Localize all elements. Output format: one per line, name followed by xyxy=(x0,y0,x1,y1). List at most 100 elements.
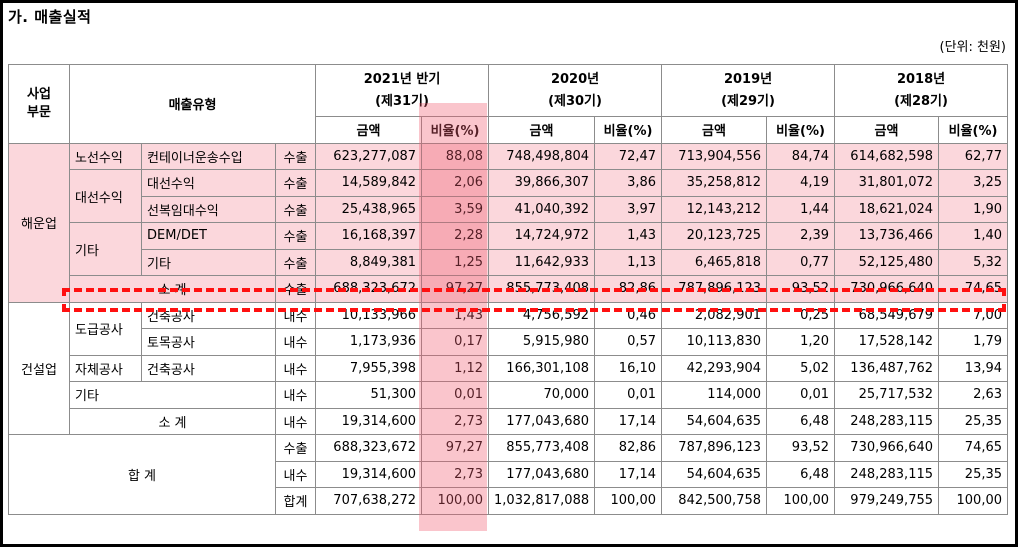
value-cell: 688,323,672 xyxy=(315,275,423,303)
header-period-2020: 2020년 (제30기) xyxy=(488,64,663,117)
value-cell: 707,638,272 xyxy=(315,487,423,515)
value-cell: 100,00 xyxy=(421,487,490,515)
kind-cell: 내수 xyxy=(274,381,317,409)
value-cell: 82,86 xyxy=(594,275,663,303)
header-period-2019: 2019년 (제29기) xyxy=(661,64,836,117)
header-amount: 금액 xyxy=(315,116,423,144)
subtotal-row-construction: 소 계 내수 19,314,600 2,73 177,043,680 17,14… xyxy=(9,407,1009,435)
value-cell: 93,52 xyxy=(766,275,836,303)
value-cell: 13,736,466 xyxy=(834,222,940,250)
value-cell: 855,773,408 xyxy=(488,275,596,303)
value-cell: 54,604,635 xyxy=(661,407,768,435)
value-cell: 25,438,965 xyxy=(315,195,423,223)
kind-cell: 수출 xyxy=(274,142,317,170)
value-cell: 16,10 xyxy=(594,354,663,382)
value-cell: 248,283,115 xyxy=(834,407,940,435)
value-cell: 3,25 xyxy=(938,169,1009,197)
value-cell: 1,43 xyxy=(594,222,663,250)
subcategory-cell: 건축공사 xyxy=(141,354,276,382)
value-cell: 3,97 xyxy=(594,195,663,223)
value-cell: 97,27 xyxy=(421,434,490,462)
value-cell: 0,46 xyxy=(594,301,663,329)
value-cell: 13,94 xyxy=(938,354,1009,382)
table-row: 해운업 노선수익 컨테이너운송수입 수출 623,277,087 88,08 7… xyxy=(8,142,1009,303)
value-cell: 177,043,680 xyxy=(488,407,596,435)
table-row: 토목공사 내수 1,173,936 0,17 5,915,980 0,57 10… xyxy=(9,328,1009,356)
value-cell: 7,955,398 xyxy=(315,354,423,382)
value-cell: 100,00 xyxy=(766,487,836,515)
value-cell: 70,000 xyxy=(488,381,596,409)
value-cell: 42,293,904 xyxy=(661,354,768,382)
value-cell: 6,48 xyxy=(766,407,836,435)
value-cell: 1,13 xyxy=(594,248,663,276)
value-cell: 136,487,762 xyxy=(834,354,940,382)
value-cell: 88,08 xyxy=(421,142,490,170)
value-cell: 68,549,679 xyxy=(834,301,940,329)
subcategory-cell: 선복임대수익 xyxy=(141,195,276,223)
value-cell: 623,277,087 xyxy=(315,142,423,170)
category-cell: 노선수익 xyxy=(69,142,142,170)
value-cell: 166,301,108 xyxy=(488,354,596,382)
header-amount: 금액 xyxy=(488,116,596,144)
sales-table: 사업 부문 매출유형 2021년 반기 (제31기) 2020년 (제30기) 20… xyxy=(8,64,1009,515)
value-cell: 787,896,123 xyxy=(661,275,768,303)
table-row: 대선수익 대선수익 수출 14,589,842 2,06 39,866,307 … xyxy=(9,169,1009,223)
value-cell: 5,02 xyxy=(766,354,836,382)
value-cell: 2,73 xyxy=(421,460,490,488)
value-cell: 20,123,725 xyxy=(661,222,768,250)
subtotal-label: 소 계 xyxy=(69,407,276,435)
value-cell: 0,25 xyxy=(766,301,836,329)
table-row: 선복임대수익 수출 25,438,965 3,59 41,040,392 3,9… xyxy=(9,195,1009,223)
value-cell: 74,65 xyxy=(938,434,1009,462)
group-shipping: 해운업 xyxy=(8,142,70,303)
value-cell: 97,27 xyxy=(421,275,490,303)
grand-total-row: 합계 707,638,272 100,00 1,032,817,088 100,… xyxy=(9,487,1009,515)
header-period-2018: 2018년 (제28기) xyxy=(834,64,1009,117)
category-cell: 대선수익 xyxy=(69,169,142,223)
value-cell: 19,314,600 xyxy=(315,460,423,488)
header-ratio: 비율(%) xyxy=(766,116,836,144)
value-cell: 72,47 xyxy=(594,142,663,170)
kind-cell: 내수 xyxy=(274,460,317,488)
value-cell: 82,86 xyxy=(594,434,663,462)
value-cell: 84,74 xyxy=(766,142,836,170)
table-row: 기타 DEM/DET 수출 16,168,397 2,28 14,724,972… xyxy=(9,222,1009,276)
value-cell: 1,43 xyxy=(421,301,490,329)
kind-cell: 내수 xyxy=(274,328,317,356)
kind-cell: 수출 xyxy=(274,434,317,462)
kind-cell: 내수 xyxy=(274,407,317,435)
header-period-2021: 2021년 반기 (제31기) xyxy=(315,64,490,117)
value-cell: 93,52 xyxy=(766,434,836,462)
subcategory-cell: 건축공사 xyxy=(141,301,276,329)
value-cell: 54,604,635 xyxy=(661,460,768,488)
value-cell: 114,000 xyxy=(661,381,768,409)
value-cell: 11,642,933 xyxy=(488,248,596,276)
value-cell: 3,59 xyxy=(421,195,490,223)
value-cell: 10,133,966 xyxy=(315,301,423,329)
value-cell: 14,589,842 xyxy=(315,169,423,197)
subcategory-cell: 토목공사 xyxy=(141,328,276,356)
value-cell: 100,00 xyxy=(938,487,1009,515)
value-cell: 14,724,972 xyxy=(488,222,596,250)
value-cell: 1,20 xyxy=(766,328,836,356)
value-cell: 748,498,804 xyxy=(488,142,596,170)
subtotal-row-shipping: 소 계 수출 688,323,672 97,27 855,773,408 82,… xyxy=(9,275,1009,303)
value-cell: 7,00 xyxy=(938,301,1009,329)
value-cell: 0,17 xyxy=(421,328,490,356)
kind-cell: 합계 xyxy=(274,487,317,515)
subtotal-label: 소 계 xyxy=(69,275,276,303)
value-cell: 688,323,672 xyxy=(315,434,423,462)
category-cell: 자체공사 xyxy=(69,354,142,382)
table-row: 자체공사 건축공사 내수 7,955,398 1,12 166,301,108 … xyxy=(9,354,1009,382)
header-row-metrics: 금액 비율(%) 금액 비율(%) 금액 비율(%) 금액 비율(%) xyxy=(9,116,1009,144)
table-row: 건설업 도급공사 건축공사 내수 10,133,966 1,43 4,756,5… xyxy=(8,301,1009,435)
subcategory-cell: 대선수익 xyxy=(141,169,276,197)
group-construction: 건설업 xyxy=(8,301,70,435)
kind-cell: 내수 xyxy=(274,354,317,382)
value-cell: 74,65 xyxy=(938,275,1009,303)
value-cell: 6,48 xyxy=(766,460,836,488)
header-ratio: 비율(%) xyxy=(421,116,490,144)
value-cell: 3,86 xyxy=(594,169,663,197)
value-cell: 100,00 xyxy=(594,487,663,515)
